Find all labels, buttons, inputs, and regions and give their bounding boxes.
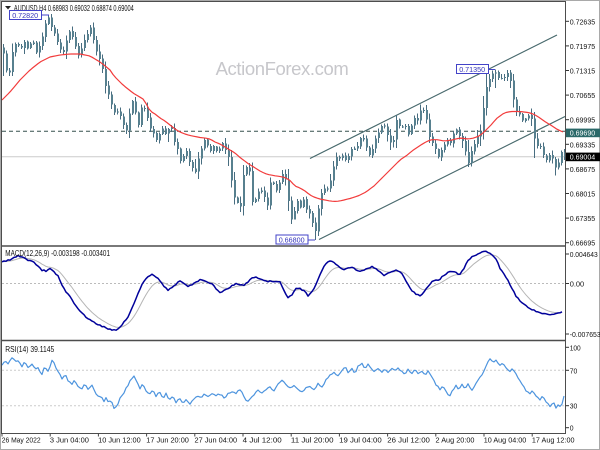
- svg-text:2 Aug 20:00: 2 Aug 20:00: [436, 436, 475, 445]
- svg-text:AUDUSD,H4 0.68983 0.69032 0.6: AUDUSD,H4 0.68983 0.69032 0.68874 0.6900…: [14, 4, 134, 13]
- svg-text:70: 70: [570, 366, 578, 375]
- svg-text:0.70655: 0.70655: [570, 91, 596, 100]
- svg-text:26 May 2022: 26 May 2022: [2, 436, 41, 445]
- svg-text:4 Jul 12:00: 4 Jul 12:00: [243, 436, 282, 445]
- svg-text:0.69335: 0.69335: [570, 140, 596, 149]
- svg-text:19 Jul 04:00: 19 Jul 04:00: [339, 436, 382, 445]
- svg-text:0.71350: 0.71350: [459, 65, 485, 74]
- svg-text:11 Jul 20:00: 11 Jul 20:00: [291, 436, 334, 445]
- svg-text:0: 0: [570, 424, 574, 433]
- svg-text:0.69995: 0.69995: [570, 116, 596, 125]
- svg-text:0.00: 0.00: [570, 280, 585, 289]
- svg-text:26 Jul 12:00: 26 Jul 12:00: [387, 436, 430, 445]
- svg-text:0.72820: 0.72820: [12, 11, 38, 20]
- svg-text:0.004643: 0.004643: [570, 250, 598, 259]
- svg-text:ActionForex.com: ActionForex.com: [216, 58, 349, 79]
- svg-text:MACD(12,26,9) -0.003198 -0.003: MACD(12,26,9) -0.003198 -0.003401: [5, 249, 110, 258]
- svg-text:0.72635: 0.72635: [570, 17, 596, 26]
- svg-text:RSI(14) 39.1145: RSI(14) 39.1145: [5, 345, 54, 354]
- svg-text:0.69690: 0.69690: [570, 129, 596, 138]
- svg-text:0.67355: 0.67355: [570, 214, 596, 223]
- svg-text:-0.007653: -0.007653: [570, 330, 600, 339]
- svg-text:10 Jun 12:00: 10 Jun 12:00: [98, 436, 141, 445]
- svg-text:0.71315: 0.71315: [570, 67, 596, 76]
- svg-text:30: 30: [570, 402, 578, 411]
- svg-text:0.66695: 0.66695: [570, 239, 596, 248]
- svg-text:17 Jun 20:00: 17 Jun 20:00: [146, 436, 189, 445]
- svg-text:3 Jun 04:00: 3 Jun 04:00: [50, 436, 89, 445]
- svg-text:17 Aug 12:00: 17 Aug 12:00: [532, 436, 575, 445]
- svg-text:0.66800: 0.66800: [279, 235, 305, 244]
- svg-text:100: 100: [570, 343, 581, 352]
- svg-text:0.69004: 0.69004: [570, 153, 596, 162]
- svg-text:10 Aug 04:00: 10 Aug 04:00: [484, 436, 527, 445]
- svg-text:27 Jun 04:00: 27 Jun 04:00: [195, 436, 238, 445]
- svg-text:0.68675: 0.68675: [570, 165, 596, 174]
- svg-text:0.71975: 0.71975: [570, 42, 596, 51]
- svg-text:0.68015: 0.68015: [570, 190, 596, 199]
